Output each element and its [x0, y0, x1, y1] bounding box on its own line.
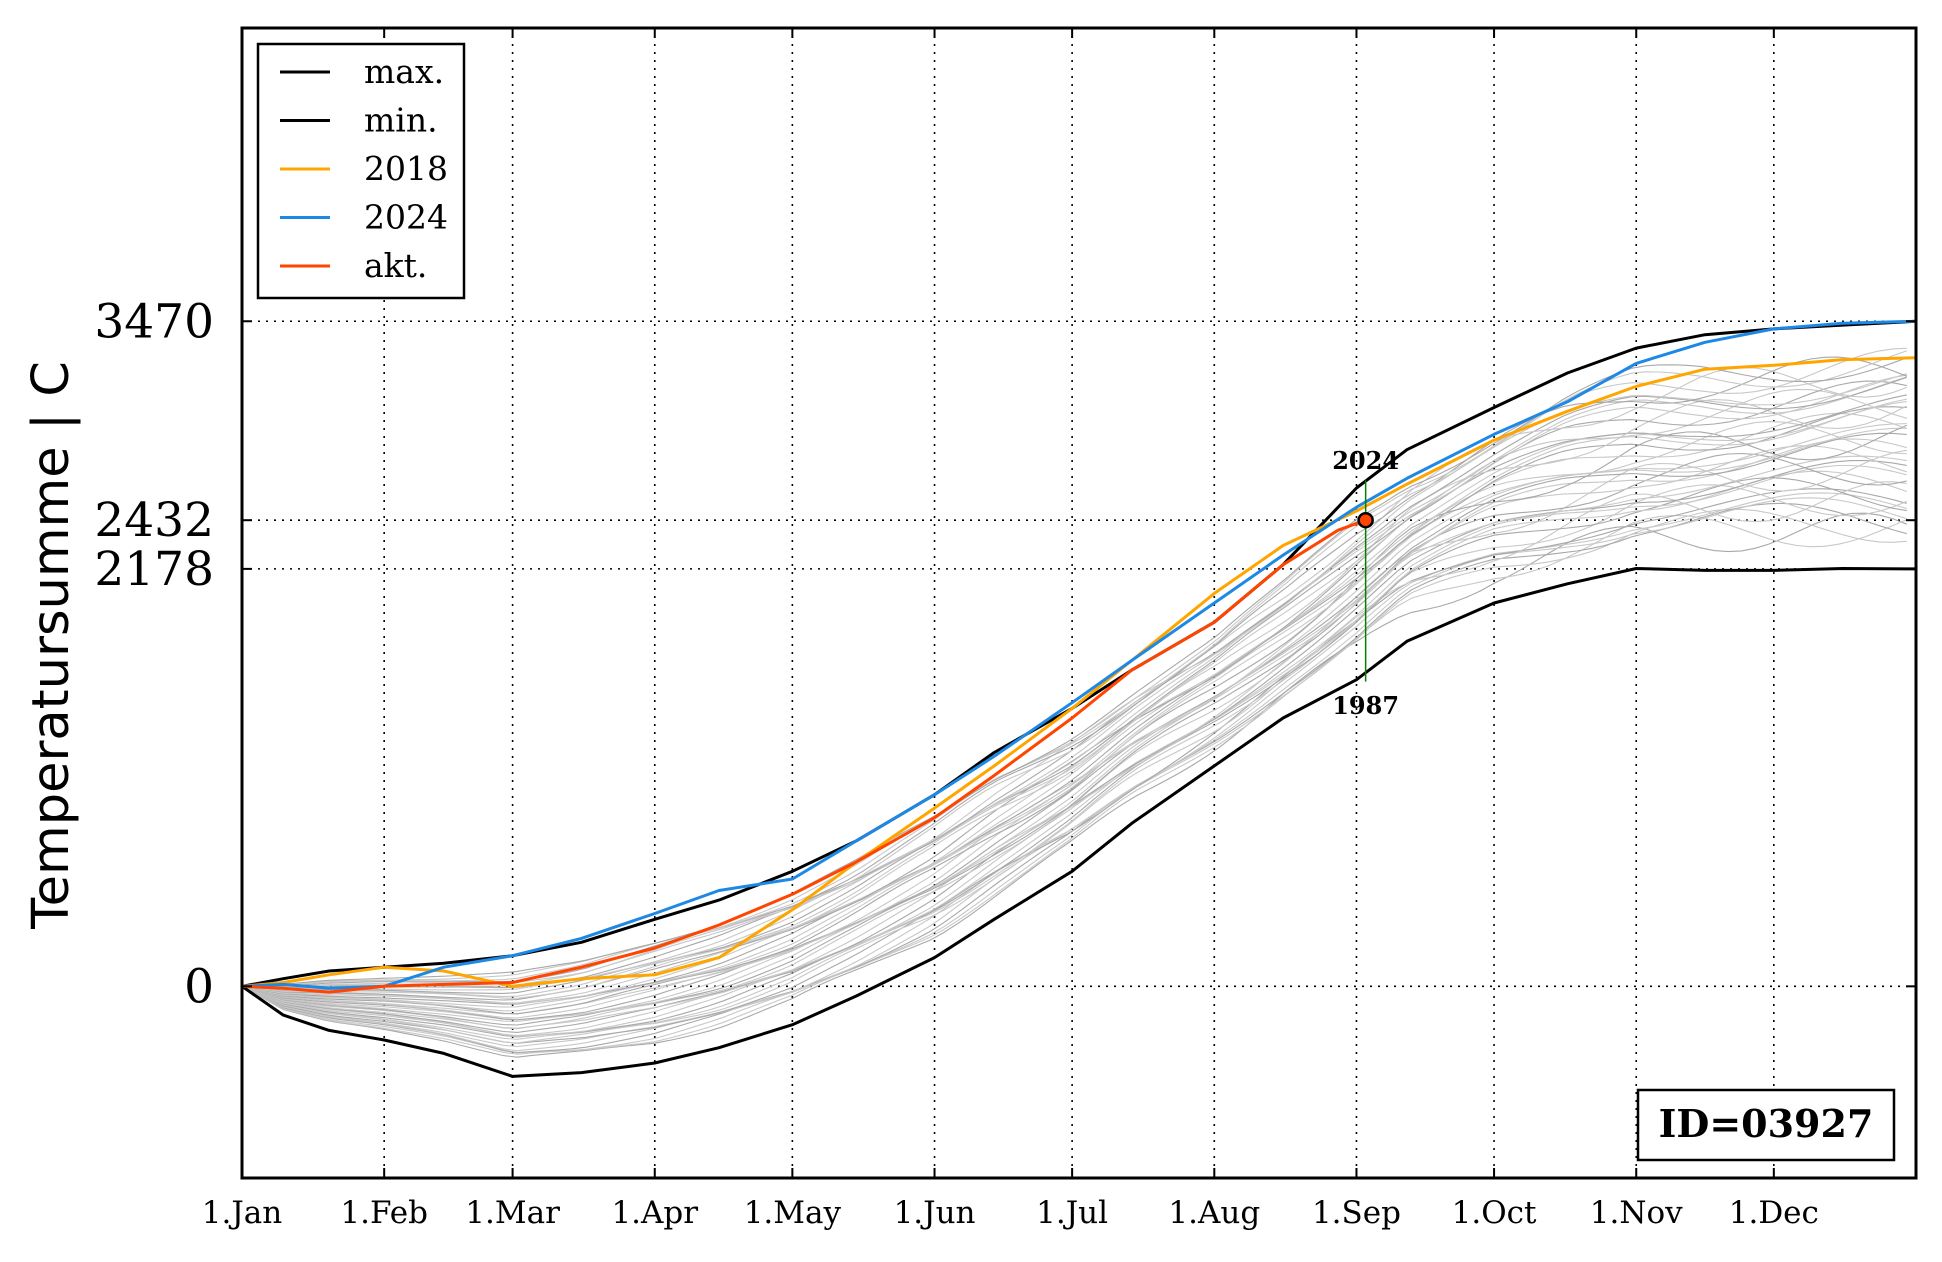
background-year-line	[241, 373, 1907, 988]
background-year-line	[241, 424, 1908, 1015]
id-box-label: ID=03927	[1659, 1101, 1874, 1146]
y-tick-label: 0	[184, 959, 214, 1014]
series-line-2018	[241, 356, 1917, 988]
background-year-line	[241, 477, 1907, 1038]
x-tick-label: 1.Feb	[340, 1195, 428, 1231]
background-year-line	[241, 452, 1907, 1026]
background-year-line	[241, 481, 1907, 1044]
background-year-line	[241, 380, 1907, 994]
background-year-line	[241, 497, 1907, 1052]
background-year-line	[241, 492, 1907, 1048]
background-year-line	[241, 449, 1907, 1030]
x-tick-label: 1.Nov	[1590, 1195, 1683, 1231]
series-line-2024	[241, 319, 1917, 990]
background-year-line	[241, 432, 1907, 1021]
id-box: ID=03927	[1636, 1088, 1896, 1162]
series-line-min	[241, 567, 1917, 1078]
background-year-line	[241, 347, 1907, 987]
x-tick-label: 1.Jul	[1036, 1195, 1108, 1231]
y-tick-label: 2432	[94, 493, 214, 548]
background-year-line	[241, 460, 1907, 1033]
background-year-line	[241, 367, 1907, 988]
background-year-line	[241, 421, 1907, 1012]
background-year-line	[241, 470, 1907, 1037]
id-box-frame	[1636, 1088, 1896, 1162]
background-year-line	[241, 484, 1908, 1040]
x-tick-label: 1.Aug	[1168, 1195, 1260, 1231]
plot-frame	[240, 26, 1918, 1180]
legend-box	[256, 42, 466, 300]
current-value-marker	[1357, 511, 1374, 529]
y-tick-label: 2178	[94, 542, 214, 597]
background-year-line	[241, 512, 1907, 1058]
background-year-line	[241, 445, 1907, 1023]
legend-label: max.	[364, 52, 444, 91]
annotations: 2024 1987	[1332, 446, 1399, 720]
x-tick-labels: 1.Jan 1.Feb 1.Mar 1.Apr 1.May 1.Jun 1.Jul 1.Aug…	[202, 28, 1819, 1231]
legend-label: akt.	[364, 246, 427, 285]
x-tick-label: 1.Mar	[465, 1195, 560, 1231]
background-year-line	[241, 412, 1907, 1008]
background-year-line	[241, 399, 1908, 999]
background-year-line	[242, 356, 1907, 987]
legend-label: 2018	[364, 149, 448, 188]
series-line-max	[241, 319, 1917, 988]
background-year-line	[241, 514, 1908, 1055]
x-tick-label: 1.Jun	[894, 1195, 976, 1231]
annotation-label: 2024	[1332, 446, 1399, 475]
series-lines	[241, 319, 1917, 1078]
y-axis-label: Temperatursumme | C	[22, 361, 81, 930]
x-tick-label: 1.May	[744, 1195, 842, 1231]
grid-lines	[241, 28, 1916, 1178]
x-tick-label: 1.Jan	[202, 1195, 282, 1231]
annotation-label: 1987	[1332, 691, 1399, 720]
legend-label: 2024	[364, 198, 448, 237]
legend: max. min. 2018 2024 akt.	[256, 42, 466, 300]
background-year-line	[241, 401, 1907, 1005]
x-tick-label: 1.Dec	[1729, 1195, 1819, 1231]
x-tick-label: 1.Apr	[611, 1195, 698, 1231]
background-year-line	[241, 357, 1907, 987]
x-tick-label: 1.Sep	[1312, 1195, 1401, 1231]
background-year-line	[241, 350, 1907, 987]
series-line-akt	[241, 518, 1367, 994]
background-year-lines	[241, 347, 1908, 1058]
y-tick-label: 3470	[94, 294, 214, 349]
x-tick-label: 1.Oct	[1452, 1195, 1537, 1231]
background-year-line	[241, 388, 1907, 998]
background-year-line	[241, 423, 1907, 1015]
legend-label: min.	[364, 101, 438, 140]
background-year-line	[241, 464, 1907, 1037]
background-year-line	[241, 374, 1907, 991]
background-year-line	[241, 394, 1907, 1001]
